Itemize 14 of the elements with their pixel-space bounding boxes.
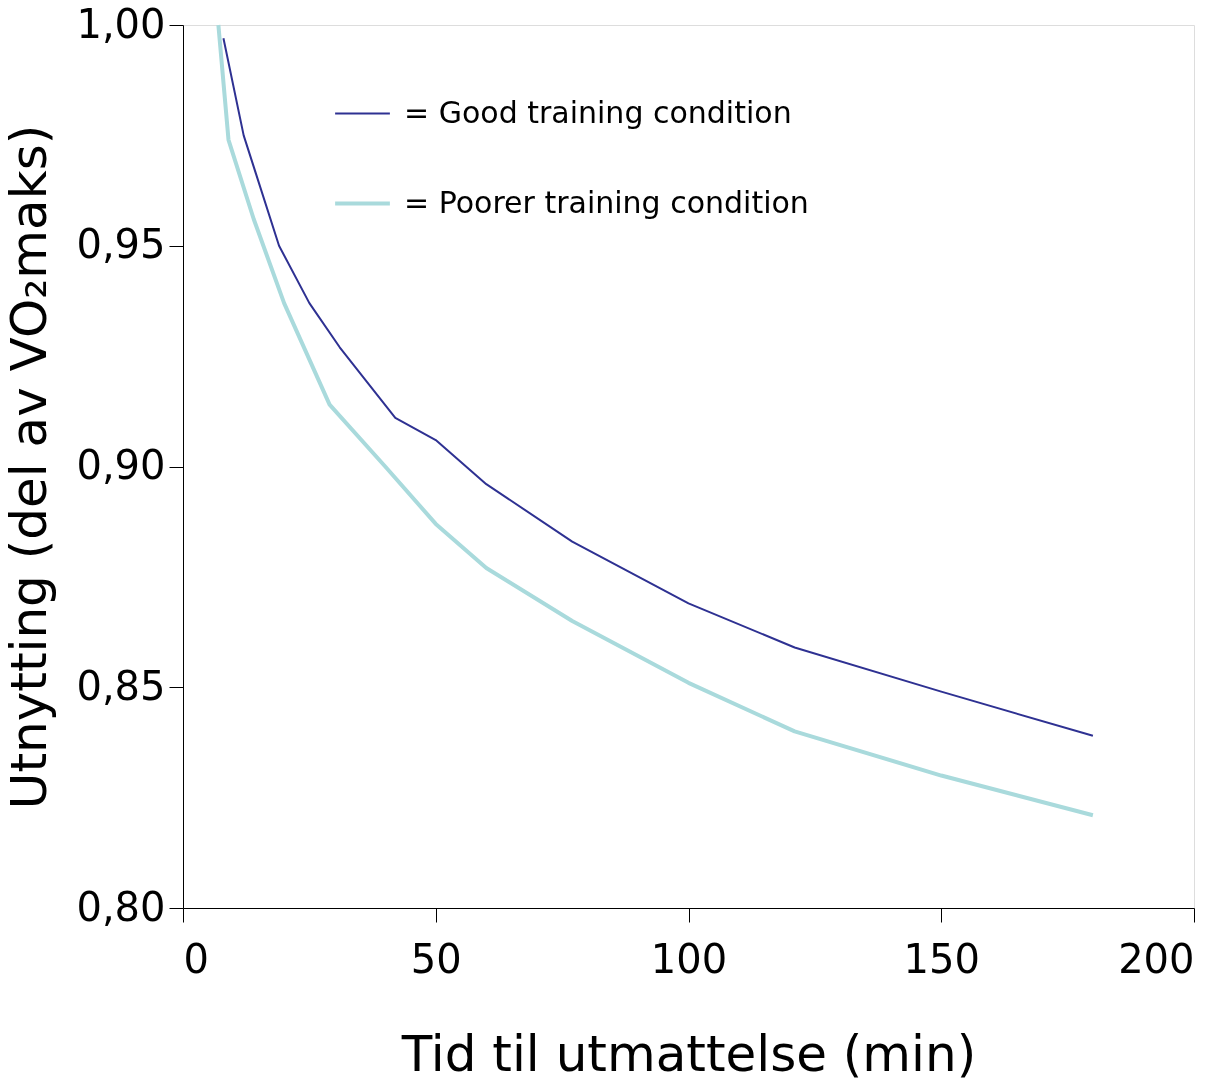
y-tick-label: 0,85 xyxy=(76,662,166,709)
x-tick-label: 150 xyxy=(903,935,980,982)
y-tick-label: 1,00 xyxy=(76,0,166,47)
y-tick-label: 0,95 xyxy=(76,221,166,268)
legend-label: = Good training condition xyxy=(404,94,792,130)
x-tick-label: 0 xyxy=(183,935,209,982)
legend-label: = Poorer training condition xyxy=(404,184,809,220)
y-axis-title: Utnytting (del av VO₂maks) xyxy=(0,124,59,810)
x-axis-title: Tid til utmattelse (min) xyxy=(400,1024,977,1083)
x-tick-label: 100 xyxy=(650,935,728,982)
x-tick-label: 200 xyxy=(1118,935,1195,982)
y-tick-label: 0,80 xyxy=(76,883,166,930)
y-tick-label: 0,90 xyxy=(76,442,166,488)
x-tick-label: 50 xyxy=(410,935,462,982)
